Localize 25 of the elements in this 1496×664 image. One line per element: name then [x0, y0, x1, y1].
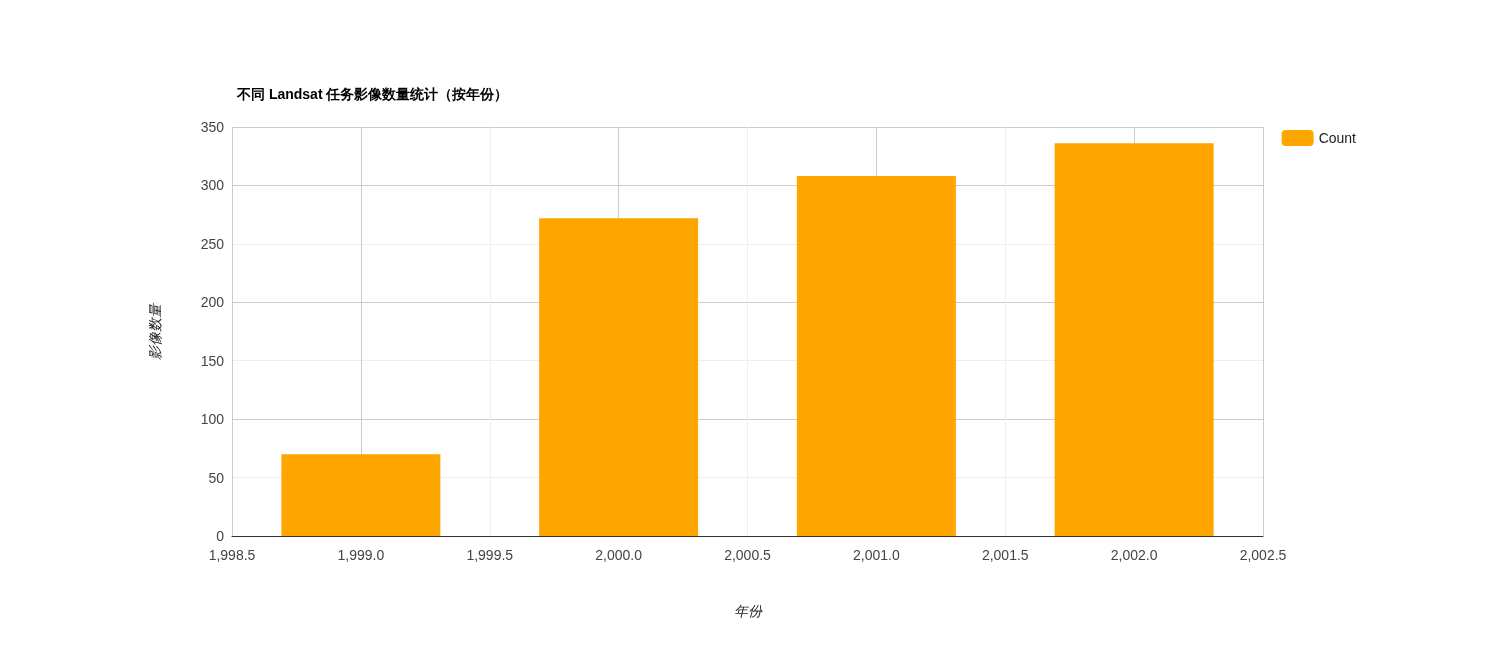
- legend-label: Count: [1318, 130, 1357, 146]
- y-tick-label: 50: [208, 469, 225, 486]
- y-tick-label: 100: [200, 411, 225, 428]
- y-tick-label: 150: [200, 352, 225, 369]
- y-tick-label: 250: [200, 235, 225, 252]
- x-tick-label: 2,001.0: [853, 547, 900, 563]
- chart-title: 不同 Landsat 任务影像数量统计（按年份）: [236, 86, 509, 102]
- y-tick-label: 350: [200, 119, 225, 135]
- x-axis-title: 年份: [733, 603, 763, 619]
- x-tick-label: 2,002.5: [1239, 547, 1287, 563]
- bar: [539, 218, 699, 536]
- y-axis-title: 影像数量: [147, 301, 163, 360]
- y-tick-label: 200: [200, 294, 225, 311]
- x-tick-label: 2,001.5: [981, 547, 1029, 563]
- y-tick-label: 300: [200, 177, 225, 194]
- x-tick-label: 2,000.0: [595, 547, 643, 563]
- bar: [1054, 143, 1214, 536]
- x-tick-label: 2,000.5: [724, 547, 772, 563]
- y-tick-label: 0: [216, 528, 225, 544]
- bar: [796, 176, 956, 536]
- x-tick-label: 1,998.5: [208, 547, 256, 563]
- x-tick-label: 1,999.0: [337, 547, 385, 563]
- x-tick-label: 1,999.5: [466, 547, 514, 563]
- x-tick-label: 2,002.0: [1110, 547, 1158, 563]
- bar: [281, 454, 441, 536]
